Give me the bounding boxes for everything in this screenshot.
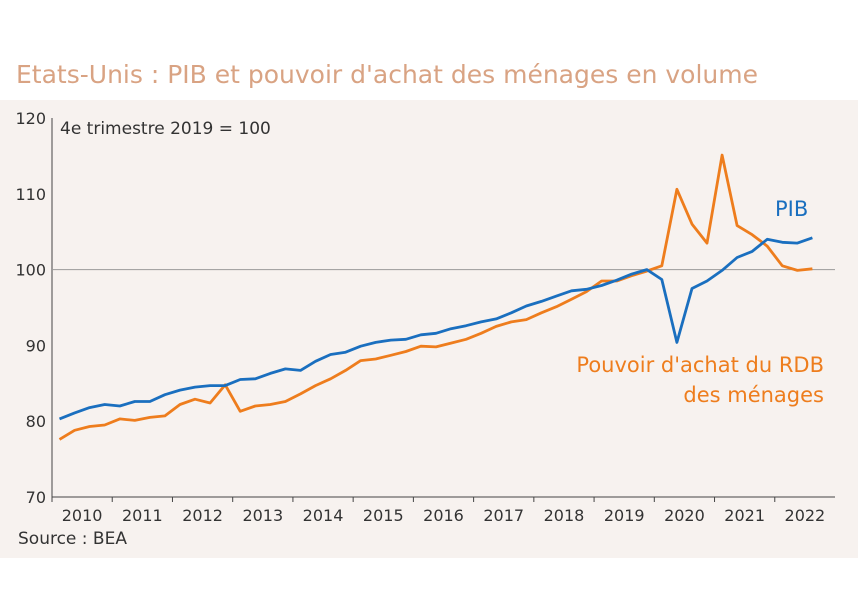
series-label-rdb-line1: Pouvoir d'achat du RDB [576,353,824,377]
series-label-rdb-line2: des ménages [683,383,824,407]
x-tick-label: 2016 [423,506,464,525]
x-tick-label: 2021 [724,506,765,525]
y-tick-label: 110 [15,185,46,204]
source-note: Source : BEA [18,529,127,549]
x-tick-label: 2010 [62,506,103,525]
series-line-pib [58,236,813,421]
x-tick-label: 2017 [483,506,524,525]
series-label-pib: PIB [775,197,808,221]
y-tick-label: 120 [15,109,46,128]
x-tick-label: 2013 [242,506,283,525]
x-tick-label: 2022 [785,506,826,525]
y-tick-labels: 70 80 90 100 110 120 [15,109,46,507]
chart-panel [0,100,858,558]
base-note: 4e trimestre 2019 = 100 [60,119,271,139]
x-tick-label: 2018 [544,506,585,525]
x-tick-label: 2014 [303,506,344,525]
y-tick-label: 80 [26,412,46,431]
y-tick-label: 100 [15,261,46,280]
x-tick-label: 2019 [604,506,645,525]
x-tick-labels: 2010 2011 2012 2013 2014 2015 2016 2017 2018 2019… [51,497,826,525]
chart-title: Etats-Unis : PIB et pouvoir d'achat des … [16,60,758,89]
series-line-rdb [58,153,813,441]
x-tick-label: 2020 [664,506,705,525]
y-tick-label: 70 [26,488,46,507]
y-tick-label: 90 [26,336,46,355]
x-tick-label: 2015 [363,506,404,525]
x-tick-label: 2012 [182,506,223,525]
x-tick-label: 2011 [122,506,163,525]
